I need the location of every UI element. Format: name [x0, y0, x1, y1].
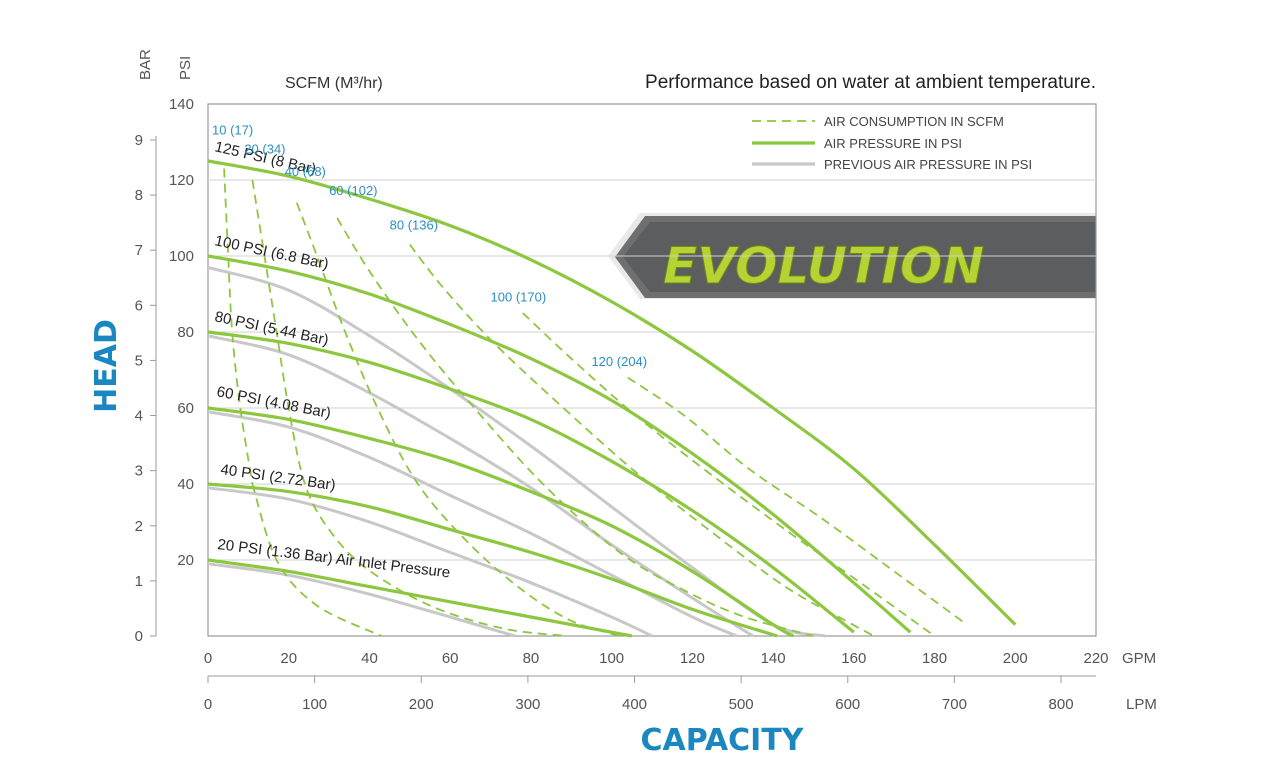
x-tick-label-lpm: 600: [835, 696, 860, 713]
chart-title: Performance based on water at ambient te…: [645, 72, 1096, 93]
previous-air-pressure-line: [207, 334, 754, 638]
x-tick-label-lpm: 200: [409, 696, 434, 713]
x-tick-label-gpm: 20: [280, 650, 297, 667]
y-tick-label-psi: 20: [177, 552, 194, 569]
x-tick-label-gpm: 80: [523, 650, 540, 667]
y-tick-label-psi: 120: [169, 172, 194, 189]
y-axis-title: HEAD: [89, 319, 124, 413]
y-tick-label-psi: 40: [177, 476, 194, 493]
air-pressure-line: [207, 482, 778, 638]
y-tick-label-psi: 140: [169, 96, 194, 113]
x-unit-lpm: LPM: [1126, 696, 1157, 713]
air-consumption-tail-line: [251, 483, 382, 637]
x-tick-label-gpm: 220: [1083, 650, 1108, 667]
y-tick-label-bar: 1: [135, 573, 143, 590]
previous-air-pressure-line: [207, 486, 653, 638]
air-consumption-line: [409, 244, 875, 637]
air-pressure-curve-label: 20 PSI (1.36 Bar) Air Inlet Pressure: [217, 536, 452, 581]
x-axis-title: CAPACITY: [640, 723, 804, 758]
x-tick-label-lpm: 500: [729, 696, 754, 713]
previous-air-pressure-line: [207, 410, 738, 638]
y-tick-label-psi: 100: [169, 248, 194, 265]
y-tick-label-bar: 6: [135, 297, 143, 314]
x-tick-label-lpm: 0: [204, 696, 212, 713]
evolution-badge-text: EVOLUTION: [663, 237, 984, 295]
y-tick-label-bar: 7: [135, 242, 143, 259]
x-tick-label-gpm: 160: [841, 650, 866, 667]
previous-air-pressure-line: [207, 265, 826, 638]
air-pressure-curve-label: 80 PSI (5.44 Bar): [213, 308, 330, 349]
y-tick-label-bar: 9: [135, 132, 143, 149]
plot-area: 20 40 60 80 100 120 140 0 1 2 3 4 5 6 7 8 9 0 20 40 60 80 100 1…: [135, 96, 1109, 713]
evolution-badge: EVOLUTION: [608, 213, 1096, 299]
y-tick-label-bar: 3: [135, 463, 143, 480]
x-tick-label-lpm: 800: [1049, 696, 1074, 713]
y-unit-psi: PSI: [177, 56, 194, 80]
x-tick-label-gpm: 60: [442, 650, 459, 667]
y-tick-label-bar: 5: [135, 352, 143, 369]
air-consumption-line: [295, 202, 620, 637]
y-tick-label-bar: 0: [135, 628, 143, 645]
scfm-value-label: 80 (136): [390, 217, 438, 232]
y-tick-label-bar: 8: [135, 187, 143, 204]
y-tick-label-bar: 4: [135, 408, 143, 425]
y-tick-label-psi: 60: [177, 400, 194, 417]
scfm-value-label: 60 (102): [329, 183, 377, 198]
legend-label: AIR CONSUMPTION IN SCFM: [824, 114, 1004, 129]
air-consumption-line: [522, 312, 936, 637]
x-tick-label-lpm: 100: [302, 696, 327, 713]
y-unit-bar: BAR: [137, 49, 154, 80]
air-consumption-line: [627, 376, 968, 626]
air-pressure-line: [207, 330, 855, 634]
x-tick-label-gpm: 200: [1003, 650, 1028, 667]
air-pressure-line: [207, 159, 1017, 626]
scfm-value-label: 40 (68): [285, 164, 326, 179]
x-tick-label-lpm: 700: [942, 696, 967, 713]
x-tick-label-lpm: 400: [622, 696, 647, 713]
scfm-axis-label: SCFM (M³/hr): [285, 75, 383, 92]
air-consumption-line: [223, 168, 254, 485]
air-consumption-line: [251, 179, 568, 637]
air-pressure-line: [207, 406, 795, 638]
y-tick-label-psi: 80: [177, 324, 194, 341]
y-tick-label-bar: 2: [135, 518, 143, 535]
x-tick-label-lpm: 300: [515, 696, 540, 713]
air-pressure-line: [207, 254, 912, 634]
scfm-value-label: 120 (204): [591, 354, 647, 369]
legend-label: PREVIOUS AIR PRESSURE IN PSI: [824, 157, 1032, 172]
scfm-value-label: 10 (17): [212, 122, 253, 137]
scfm-value-label: 20 (34): [244, 141, 285, 156]
x-tick-label-gpm: 0: [204, 650, 212, 667]
air-pressure-line: [207, 558, 633, 638]
x-tick-label-gpm: 120: [680, 650, 705, 667]
legend-label: AIR PRESSURE IN PSI: [824, 136, 962, 151]
x-tick-label-gpm: 140: [761, 650, 786, 667]
x-tick-label-gpm: 40: [361, 650, 378, 667]
chart-legend: AIR CONSUMPTION IN SCFM AIR PRESSURE IN P…: [752, 114, 1032, 172]
x-unit-gpm: GPM: [1122, 650, 1156, 667]
x-tick-label-gpm: 180: [922, 650, 947, 667]
scfm-value-label: 100 (170): [491, 290, 547, 305]
x-tick-label-gpm: 100: [599, 650, 624, 667]
previous-air-pressure-line: [207, 562, 516, 638]
